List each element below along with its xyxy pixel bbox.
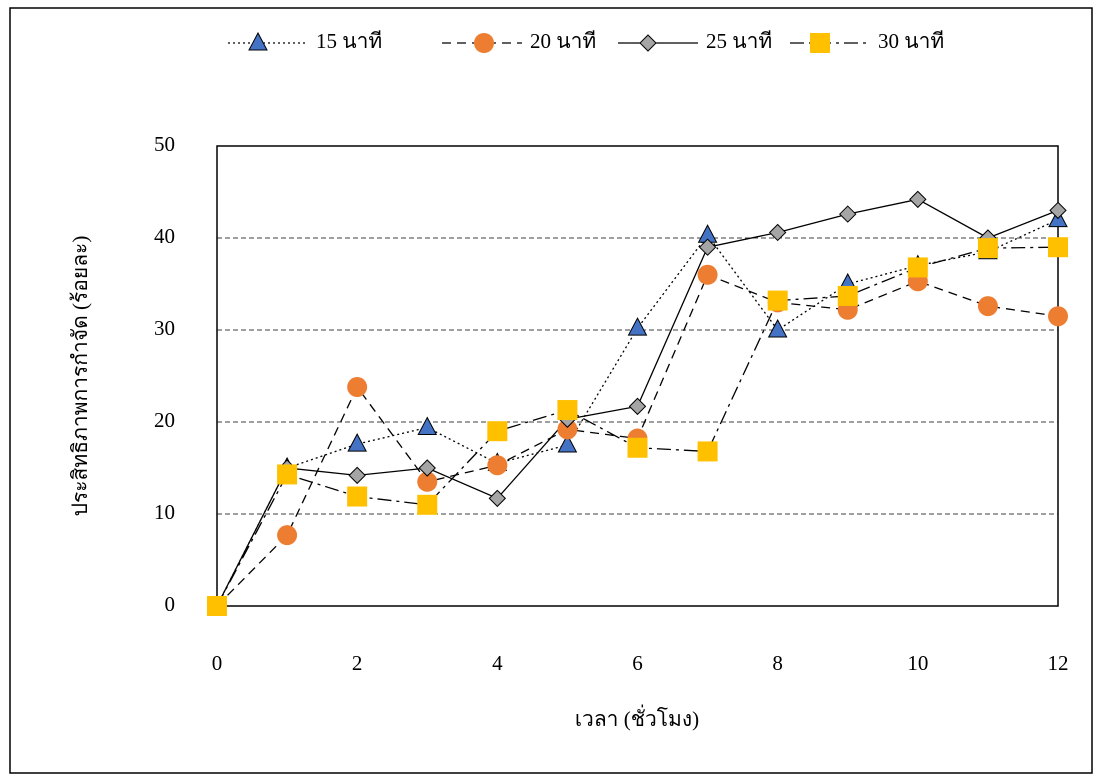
marker — [767, 318, 788, 338]
marker — [207, 596, 227, 616]
y-tick-label: 20 — [154, 408, 175, 432]
marker — [697, 441, 718, 462]
y-tick-label: 0 — [165, 592, 176, 616]
marker — [810, 33, 830, 53]
legend-label: 15 นาที — [316, 29, 382, 53]
y-tick-label: 30 — [154, 316, 175, 340]
marker — [474, 33, 494, 53]
marker — [1048, 237, 1068, 258]
series-line — [216, 246, 1059, 607]
marker — [837, 285, 858, 306]
marker — [557, 419, 578, 440]
y-tick-label: 50 — [154, 132, 175, 156]
marker — [839, 205, 857, 223]
marker — [347, 486, 368, 507]
marker — [248, 31, 268, 51]
marker — [557, 400, 578, 421]
marker — [697, 264, 718, 285]
legend-label: 25 นาที — [706, 29, 772, 53]
marker — [627, 317, 648, 336]
marker — [977, 296, 998, 317]
frame — [9, 7, 1093, 774]
marker — [767, 290, 788, 311]
marker — [348, 466, 366, 485]
x-tick-label: 2 — [352, 651, 363, 675]
y-tick-label: 10 — [154, 500, 175, 524]
legend-label: 20 นาที — [530, 29, 596, 53]
plot-area — [216, 145, 1059, 607]
marker — [418, 459, 436, 477]
y-tick-label: 40 — [154, 224, 175, 248]
x-tick-label: 10 — [907, 651, 928, 675]
marker — [907, 257, 928, 278]
marker — [347, 433, 367, 452]
marker — [277, 525, 298, 546]
marker — [347, 377, 368, 398]
y-axis-title: ประสิทธิภาพการกำจัด (ร้อยละ) — [68, 236, 92, 517]
legend-label: 30 นาที — [878, 29, 944, 53]
x-tick-label: 4 — [492, 651, 503, 675]
marker — [627, 437, 648, 458]
marker — [277, 464, 298, 485]
marker — [417, 471, 438, 492]
x-axis-title: เวลา (ชั่วโมง) — [575, 704, 699, 731]
marker — [557, 433, 578, 453]
marker — [639, 34, 657, 52]
marker — [768, 223, 787, 242]
marker — [1048, 306, 1068, 327]
marker — [909, 190, 927, 209]
x-tick-label: 6 — [632, 651, 643, 675]
marker — [698, 238, 717, 256]
marker — [628, 397, 647, 416]
marker — [417, 416, 438, 436]
marker — [487, 455, 508, 476]
marker — [488, 489, 507, 508]
x-tick-label: 8 — [772, 651, 783, 675]
x-tick-label: 0 — [212, 651, 223, 675]
marker — [977, 238, 998, 259]
marker — [417, 494, 438, 515]
x-tick-label: 12 — [1048, 651, 1069, 675]
marker — [1049, 201, 1067, 220]
marker — [487, 421, 508, 442]
